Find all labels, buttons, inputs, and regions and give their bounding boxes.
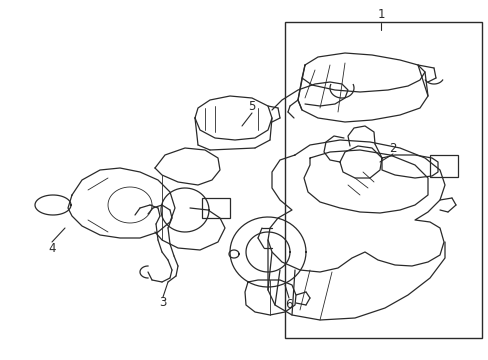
Text: 5: 5 [248,100,255,113]
Text: 6: 6 [285,297,292,310]
Bar [202,198,229,218]
Bar [429,155,457,177]
Text: 2: 2 [388,141,396,154]
Text: 4: 4 [48,242,56,255]
Bar [285,22,481,338]
Text: 3: 3 [159,297,166,310]
Text: 1: 1 [376,8,384,21]
